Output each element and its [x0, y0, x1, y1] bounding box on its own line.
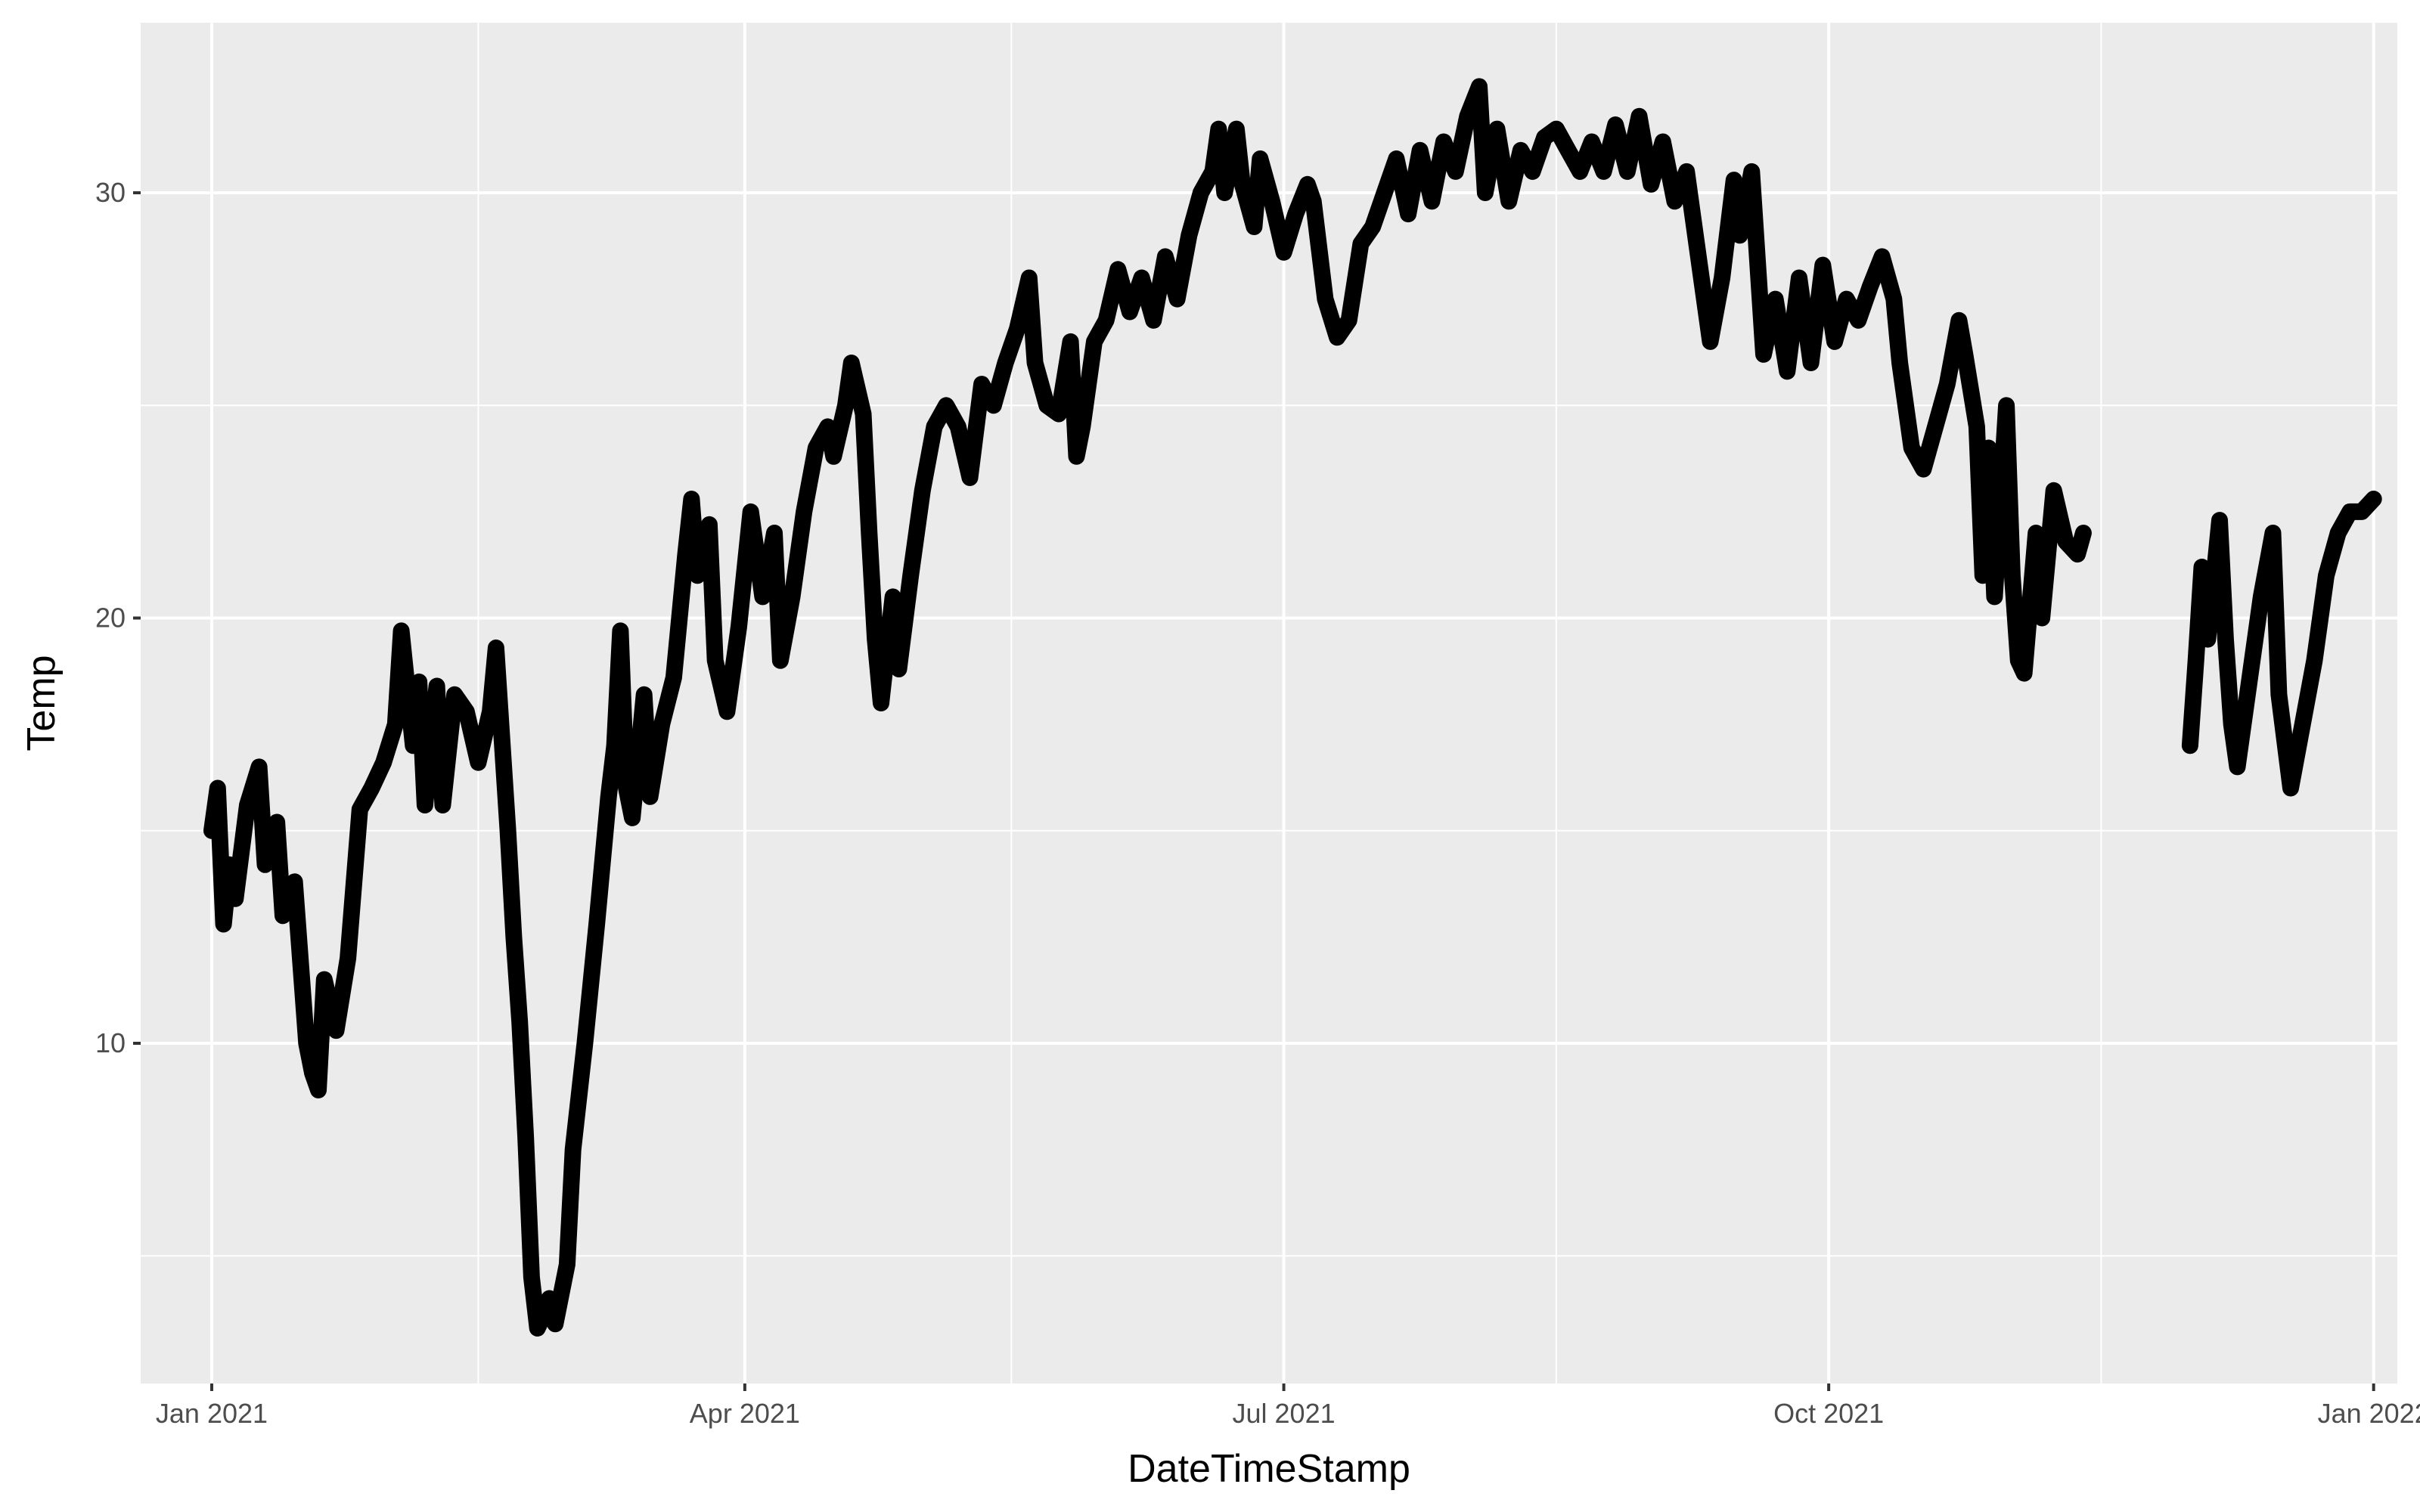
- series-line-segment: [2181, 491, 2382, 797]
- y-tick-label: 10: [95, 1027, 126, 1058]
- y-axis-title: Temp: [20, 655, 64, 751]
- y-tick-label: 30: [95, 177, 126, 208]
- x-tick-label: Apr 2021: [690, 1398, 800, 1429]
- x-tick-label: Jan 2022: [2318, 1398, 2420, 1429]
- minor-gridlines: [141, 23, 2397, 1383]
- x-axis: Jan 2021 Apr 2021 Jul 2021 Oct 2021 Jan 2022: [156, 1383, 2420, 1429]
- y-axis: 10 20 30: [95, 177, 141, 1058]
- x-tick-label: Jul 2021: [1233, 1398, 1336, 1429]
- series-layer: [203, 78, 2382, 1337]
- x-axis-title: DateTimeStamp: [1128, 1447, 1410, 1491]
- series-line-segment: [203, 78, 2092, 1337]
- plot-panel: [141, 23, 2397, 1383]
- y-tick-label: 20: [95, 603, 126, 634]
- x-tick-label: Oct 2021: [1773, 1398, 1884, 1429]
- x-tick-label: Jan 2021: [156, 1398, 268, 1429]
